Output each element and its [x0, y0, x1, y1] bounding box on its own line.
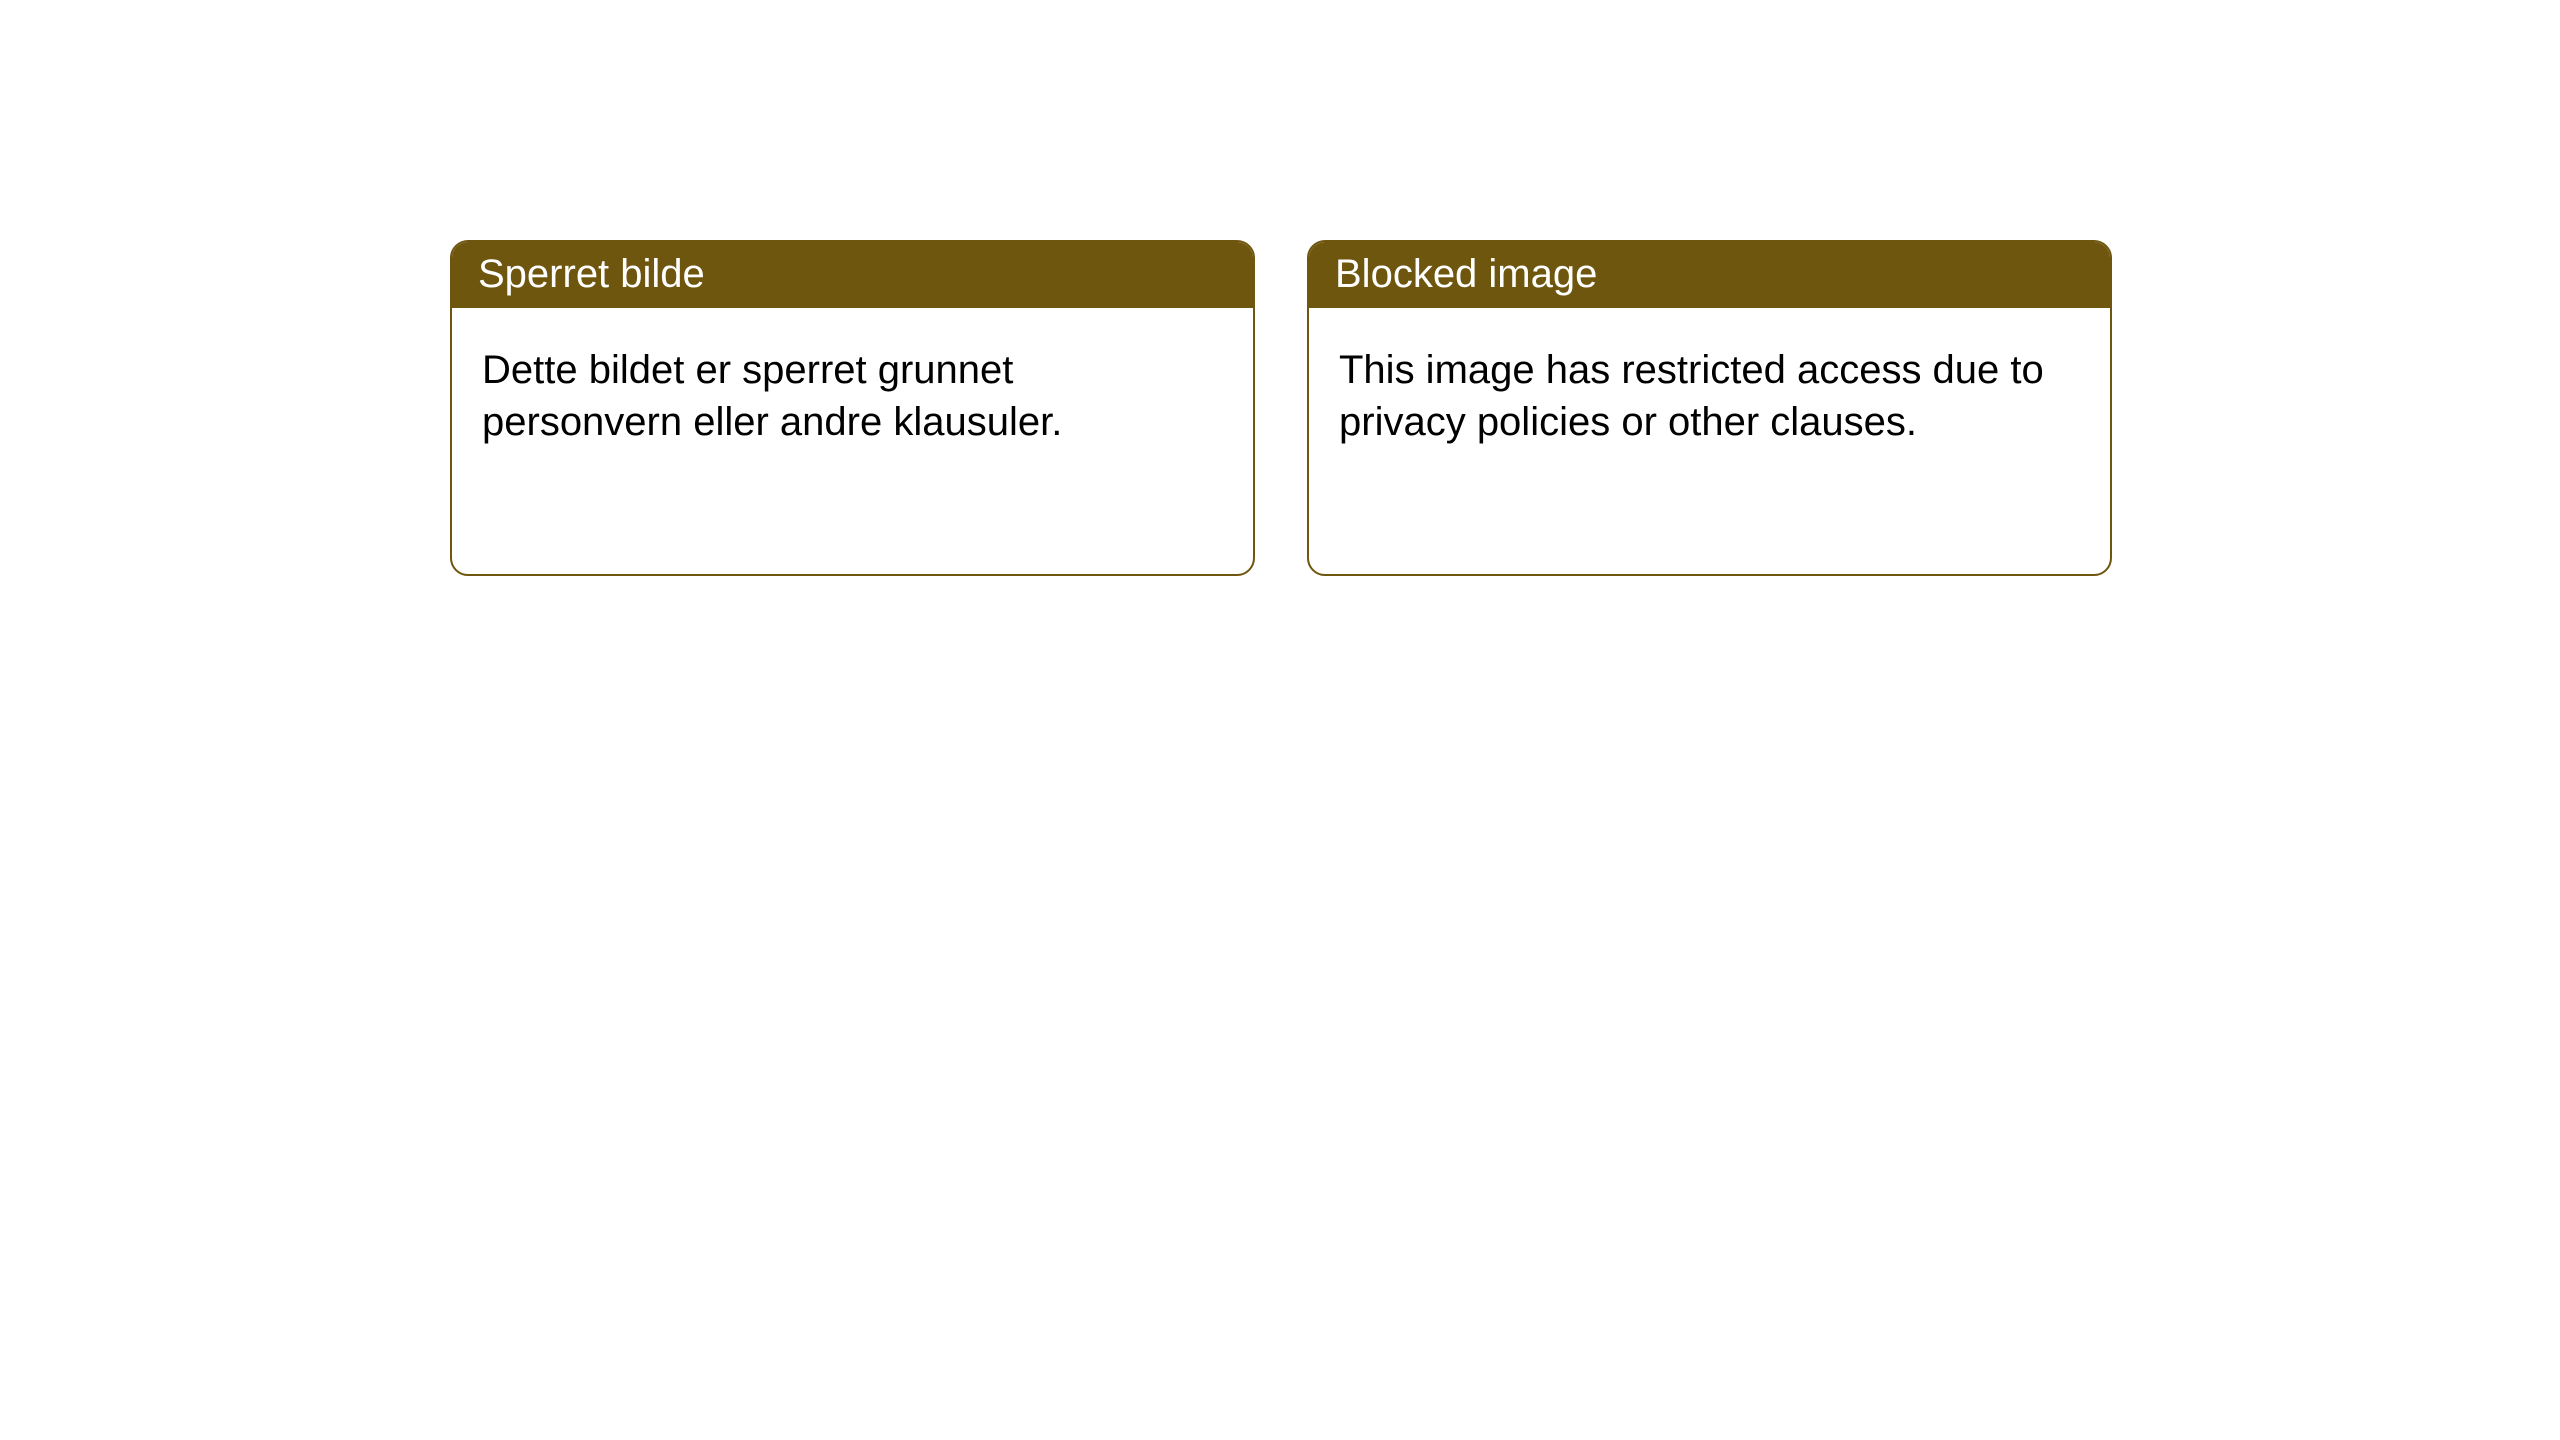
notice-card-norwegian: Sperret bilde Dette bildet er sperret gr…: [450, 240, 1255, 576]
card-body: Dette bildet er sperret grunnet personve…: [452, 308, 1253, 484]
card-header: Sperret bilde: [452, 242, 1253, 308]
notice-card-english: Blocked image This image has restricted …: [1307, 240, 2112, 576]
card-body-text: This image has restricted access due to …: [1339, 348, 2044, 444]
card-title: Sperret bilde: [478, 252, 705, 296]
card-body-text: Dette bildet er sperret grunnet personve…: [482, 348, 1062, 444]
card-body: This image has restricted access due to …: [1309, 308, 2110, 484]
card-header: Blocked image: [1309, 242, 2110, 308]
notice-cards-container: Sperret bilde Dette bildet er sperret gr…: [0, 0, 2560, 576]
card-title: Blocked image: [1335, 252, 1597, 296]
